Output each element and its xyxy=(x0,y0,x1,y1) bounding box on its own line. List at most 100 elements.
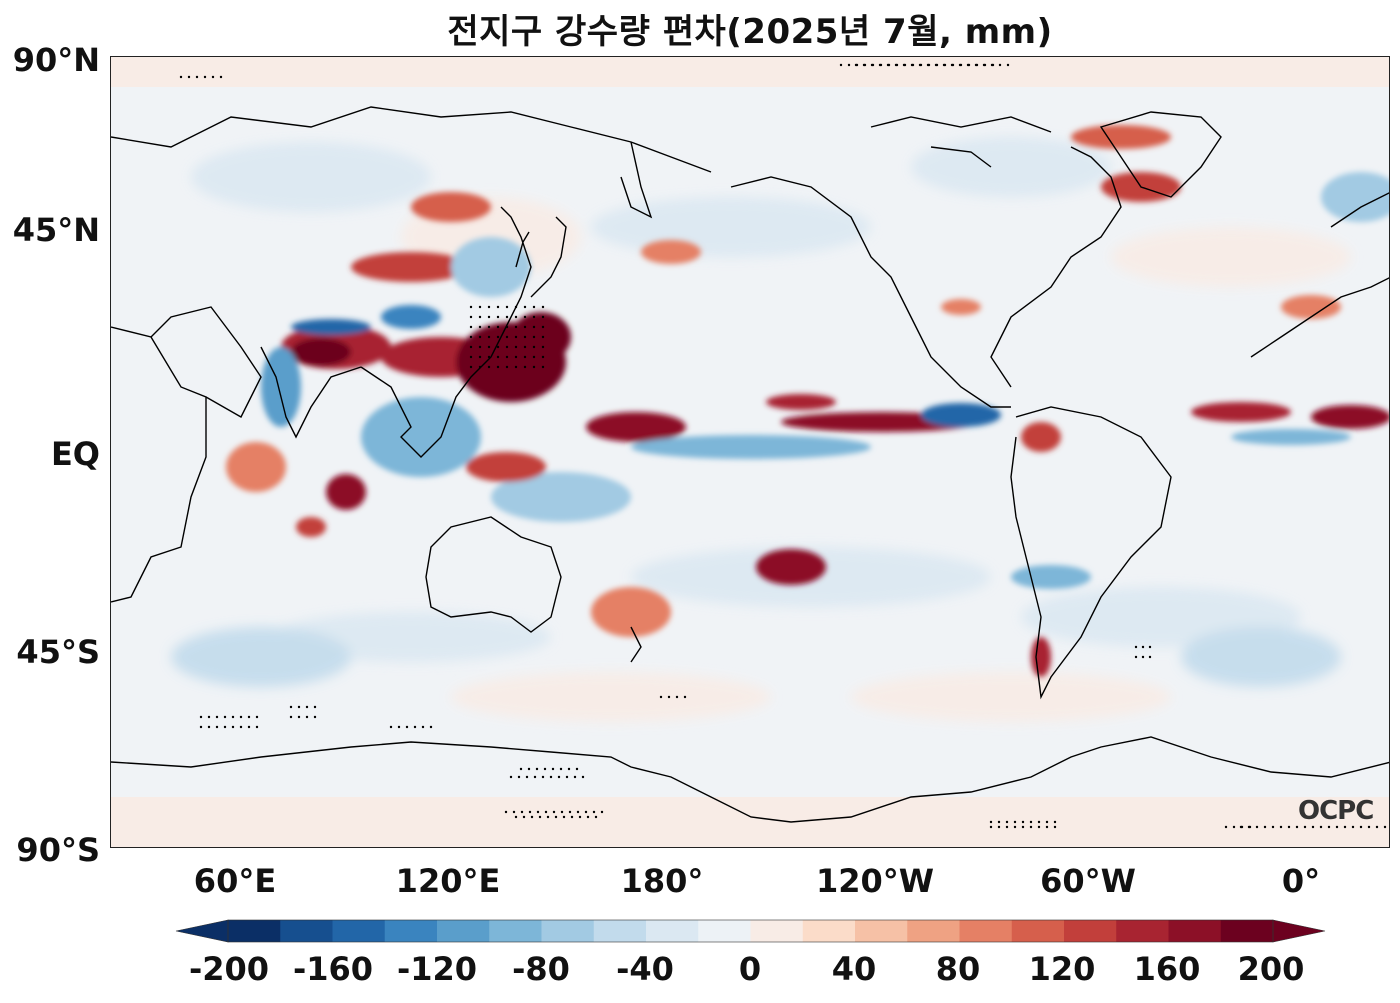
colorbar-segment xyxy=(698,920,751,942)
lon-label-120w: 120°W xyxy=(815,862,935,900)
stipple-dot xyxy=(990,63,994,67)
stipple-dot xyxy=(389,725,393,729)
stipple-dot xyxy=(1295,825,1299,829)
colorbar-segment xyxy=(280,920,333,942)
colorbar-segment xyxy=(802,920,856,942)
stipple-dot xyxy=(505,365,509,369)
stipple-dot xyxy=(522,815,526,819)
stipple-dot xyxy=(505,355,509,359)
stipple-dot xyxy=(469,325,473,329)
stipple-dot xyxy=(854,63,858,67)
stipple-dot xyxy=(1375,825,1379,829)
stipple-dot xyxy=(567,767,571,771)
colorbar-segment xyxy=(1116,920,1169,942)
colorbar-segment xyxy=(907,920,960,942)
colorbar-tick-label: -40 xyxy=(616,950,674,988)
stipple-dot xyxy=(1367,825,1371,829)
stipple-dot xyxy=(469,335,473,339)
map-canvas xyxy=(111,57,1389,847)
stipple-dot xyxy=(586,815,590,819)
stipple-dot xyxy=(584,810,588,814)
stipple-dot xyxy=(223,715,227,719)
stipple-dot xyxy=(570,815,574,819)
stipple-dot xyxy=(223,725,227,729)
stipple-dot xyxy=(179,75,183,79)
stipple-dot xyxy=(523,325,527,329)
stipple-dot xyxy=(1255,825,1259,829)
stipple-dot xyxy=(1232,825,1236,829)
stipple-dot xyxy=(541,775,545,779)
colorbar-outline xyxy=(227,919,1274,943)
stipple-dot xyxy=(1141,645,1145,649)
stipple-dot xyxy=(514,305,518,309)
stipple-dot xyxy=(1134,655,1138,659)
stipple-dot xyxy=(554,815,558,819)
stipple-dot xyxy=(523,365,527,369)
stipple-dot xyxy=(514,335,518,339)
stipple-dot xyxy=(313,715,317,719)
stipple-dot xyxy=(557,775,561,779)
stipple-dot xyxy=(421,725,425,729)
stipple-dot xyxy=(255,725,259,729)
stipple-dot xyxy=(1037,825,1041,829)
stipple-dot xyxy=(1045,825,1049,829)
stipple-dot xyxy=(505,315,509,319)
stipple-dot xyxy=(405,725,409,729)
stipple-dot xyxy=(397,725,401,729)
lon-label-0: 0° xyxy=(1281,862,1321,900)
stipple-dot xyxy=(487,305,491,309)
map-title: 전지구 강수량 편차(2025년 7월, mm) xyxy=(447,12,1053,52)
stipple-dot xyxy=(974,63,978,67)
stipple-dot xyxy=(514,315,518,319)
stipple-dot xyxy=(504,810,508,814)
stipple-dot xyxy=(469,355,473,359)
stipple-dot xyxy=(592,810,596,814)
stipple-dot xyxy=(469,305,473,309)
stipple-dot xyxy=(535,767,539,771)
stipple-dot xyxy=(541,365,545,369)
lon-label-120e: 120°E xyxy=(395,862,501,900)
stipple-dot xyxy=(989,825,993,829)
stipple-dot xyxy=(207,715,211,719)
colorbar-tick-label: 200 xyxy=(1237,950,1305,988)
stipple-dot xyxy=(207,725,211,729)
stipple-dot xyxy=(576,810,580,814)
stipple-dot xyxy=(505,325,509,329)
stipple-dot xyxy=(514,815,518,819)
stipple-dot xyxy=(982,63,986,67)
stipple-dot xyxy=(594,815,598,819)
stipple-dot xyxy=(478,305,482,309)
stipple-dot xyxy=(1037,820,1041,824)
stipple-dot xyxy=(1327,825,1331,829)
stipple-dot xyxy=(523,305,527,309)
stipple-dot xyxy=(551,767,555,771)
stipple-dot xyxy=(505,335,509,339)
stipple-dot xyxy=(1029,825,1033,829)
stipple-dot xyxy=(478,355,482,359)
stipple-dot xyxy=(560,810,564,814)
stipple-dot xyxy=(247,715,251,719)
colorbar-tick-label: 0 xyxy=(738,950,762,988)
colorbar-segment xyxy=(228,920,281,942)
stipple-dot xyxy=(1303,825,1307,829)
colorbar-tick-label: -200 xyxy=(188,950,270,988)
colorbar-tick-label: -160 xyxy=(292,950,374,988)
stipple-dot xyxy=(541,345,545,349)
stipple-dot xyxy=(989,820,993,824)
stipple-dot xyxy=(667,695,671,699)
stipple-dot xyxy=(950,63,954,67)
stipple-dot xyxy=(514,325,518,329)
stipple-dot xyxy=(1148,655,1152,659)
colorbar-tick-label: 80 xyxy=(935,950,981,988)
stipple-dot xyxy=(478,335,482,339)
lat-label-45n: 45°N xyxy=(12,211,100,249)
stipple-dot xyxy=(958,63,962,67)
stipple-dot xyxy=(517,775,521,779)
stipple-dot xyxy=(1141,655,1145,659)
stipple-dot xyxy=(496,305,500,309)
stipple-dot xyxy=(1045,820,1049,824)
stipple-dot xyxy=(543,767,547,771)
stipple-dot xyxy=(231,725,235,729)
colorbar-tick-label: 40 xyxy=(831,950,877,988)
stipple-dot xyxy=(528,810,532,814)
